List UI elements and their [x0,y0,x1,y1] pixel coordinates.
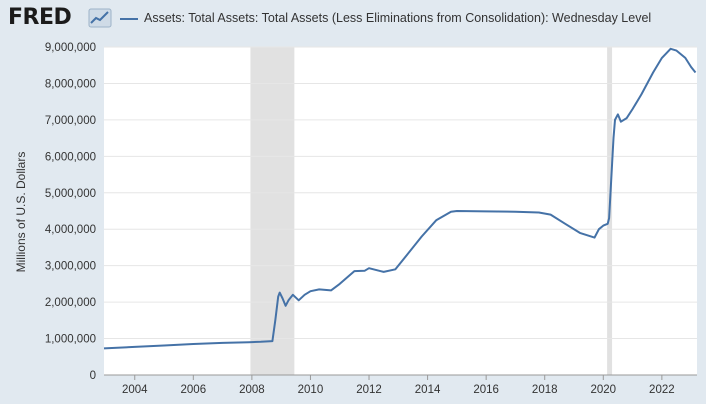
x-tick-label: 2004 [122,384,148,396]
y-tick-label: 5,000,000 [45,188,96,200]
series-line[interactable] [103,47,697,350]
y-tick-label: 3,000,000 [45,261,96,273]
x-tick-label: 2016 [473,384,499,396]
series-layer [103,47,697,350]
y-tick-label: 2,000,000 [45,297,96,309]
y-tick-label: 8,000,000 [45,78,96,90]
x-tick-label: 2018 [532,384,558,396]
x-tick-label: 2012 [356,384,382,396]
gridlines [104,46,697,340]
chart-header: FRED Assets: Total Assets: Total Assets … [0,0,706,44]
x-axis: 2004 2006 2008 2010 2012 2014 2016 2018 2020 2022 [104,374,697,396]
y-tick-label: 9,000,000 [45,42,96,54]
x-tick-label: 2022 [649,384,675,396]
y-tick-label: 0 [90,370,96,382]
x-tick-label: 2006 [181,384,207,396]
y-tick-label: 1,000,000 [45,334,96,346]
x-tick-label: 2008 [239,384,265,396]
y-tick-label: 7,000,000 [45,115,96,127]
x-tick-label: 2010 [298,384,324,396]
y-tick-label: 4,000,000 [45,224,96,236]
chart-line-icon [88,8,112,28]
x-tick-label: 2020 [590,384,616,396]
plot-area [104,47,697,375]
y-tick-label: 6,000,000 [45,151,96,163]
y-axis: 0 1,000,000 2,000,000 3,000,000 4,000,000 5,0… [45,42,96,382]
x-tick-label: 2014 [415,384,441,396]
legend-series-label: Assets: Total Assets: Total Assets (Less… [144,11,652,25]
recession-band [250,47,295,375]
legend-swatch [120,18,138,20]
fred-logo[interactable]: FRED [8,5,72,30]
